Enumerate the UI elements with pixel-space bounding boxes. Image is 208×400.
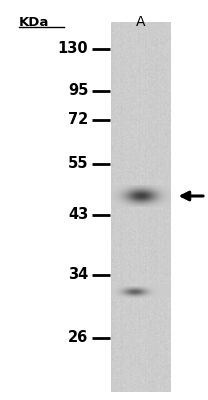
Text: 72: 72 [68, 112, 88, 128]
Text: A: A [136, 15, 146, 29]
Text: 43: 43 [68, 207, 88, 222]
Text: KDa: KDa [19, 16, 49, 29]
Text: 55: 55 [68, 156, 88, 172]
Text: 34: 34 [68, 267, 88, 282]
Text: 95: 95 [68, 83, 88, 98]
Text: 26: 26 [68, 330, 88, 346]
Text: 130: 130 [58, 41, 88, 56]
